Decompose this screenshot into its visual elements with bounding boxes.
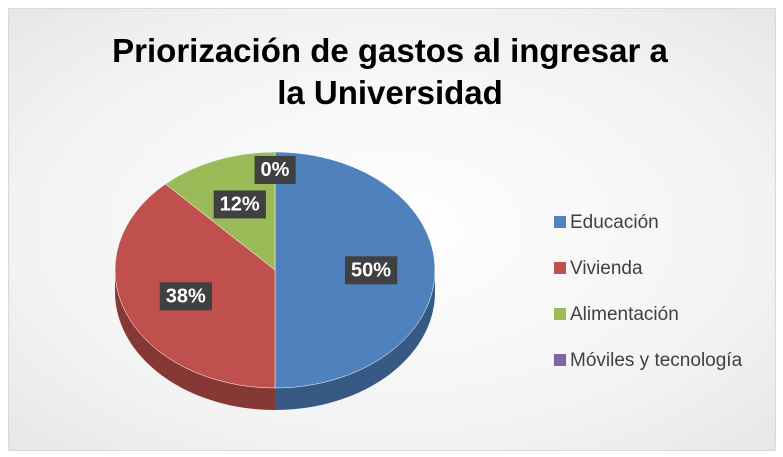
legend-swatch [554, 262, 566, 274]
data-label-text: 50% [351, 259, 391, 281]
data-label-box [344, 256, 398, 285]
legend-label: Educación [570, 212, 659, 233]
data-label: 12% [213, 190, 266, 219]
data-label-text: 0% [261, 159, 290, 181]
legend-label: Vivienda [570, 258, 643, 279]
data-label: 0% [254, 155, 296, 184]
data-label-box [159, 282, 212, 311]
data-label-text: 38% [166, 285, 206, 307]
data-label-box [254, 155, 296, 184]
legend-label: Alimentación [570, 304, 679, 325]
data-label-box [213, 190, 266, 219]
data-label: 50% [344, 256, 398, 285]
data-label: 38% [159, 282, 212, 311]
legend-swatch [554, 308, 566, 320]
slice-side [115, 270, 275, 410]
chart-title: Priorización de gastos al ingresar a la … [112, 32, 668, 111]
legend-swatch [554, 216, 566, 228]
legend-swatch [554, 354, 566, 366]
data-label-text: 12% [220, 193, 260, 215]
legend-label: Móviles y tecnología [570, 350, 743, 371]
slice-side [275, 270, 435, 410]
